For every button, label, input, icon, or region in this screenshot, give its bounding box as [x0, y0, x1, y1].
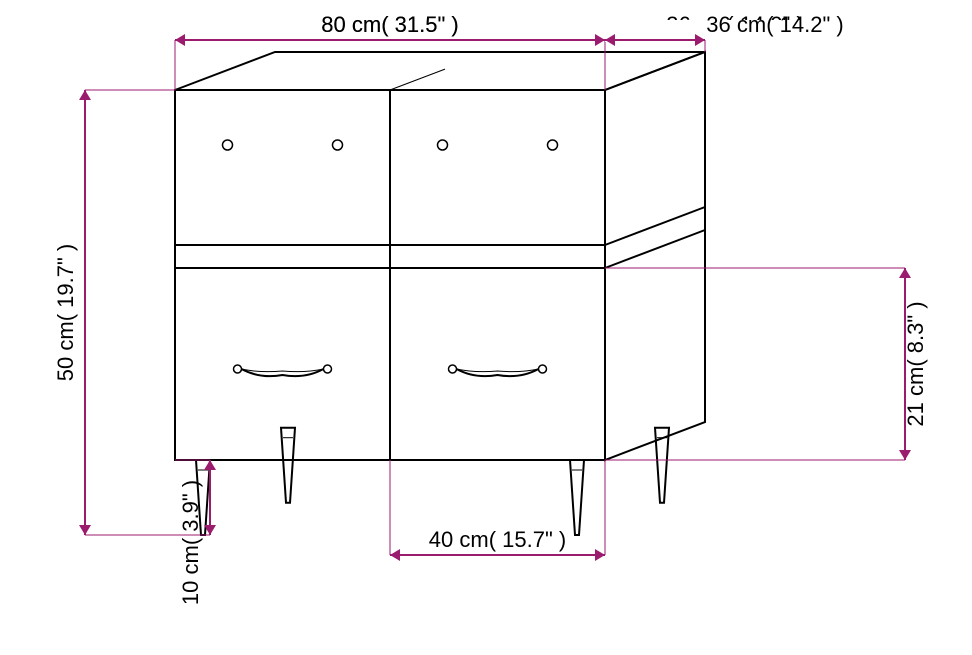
svg-text:21 cm( 8.3" ): 21 cm( 8.3" ) [903, 301, 928, 426]
cabinet-leg [281, 428, 295, 503]
dimension-lines: 80 cm( 31.5" )36 cm( 14.2" )36 cm( 14.2"… [53, 12, 928, 605]
drawer-handle [449, 365, 547, 376]
svg-text:50 cm( 19.7" ): 50 cm( 19.7" ) [53, 244, 78, 381]
svg-text:36 cm( 14.2" ): 36 cm( 14.2" ) [706, 12, 843, 37]
cabinet-leg [570, 460, 584, 535]
svg-text:10 cm( 3.9" ): 10 cm( 3.9" ) [178, 480, 203, 605]
cabinet-outline [175, 52, 705, 535]
svg-text:40 cm( 15.7" ): 40 cm( 15.7" ) [429, 527, 566, 552]
cable-hole [333, 140, 343, 150]
cable-hole [438, 140, 448, 150]
cable-hole [548, 140, 558, 150]
drawer-handle [234, 365, 332, 376]
cable-hole [223, 140, 233, 150]
svg-text:80 cm( 31.5" ): 80 cm( 31.5" ) [321, 12, 458, 37]
